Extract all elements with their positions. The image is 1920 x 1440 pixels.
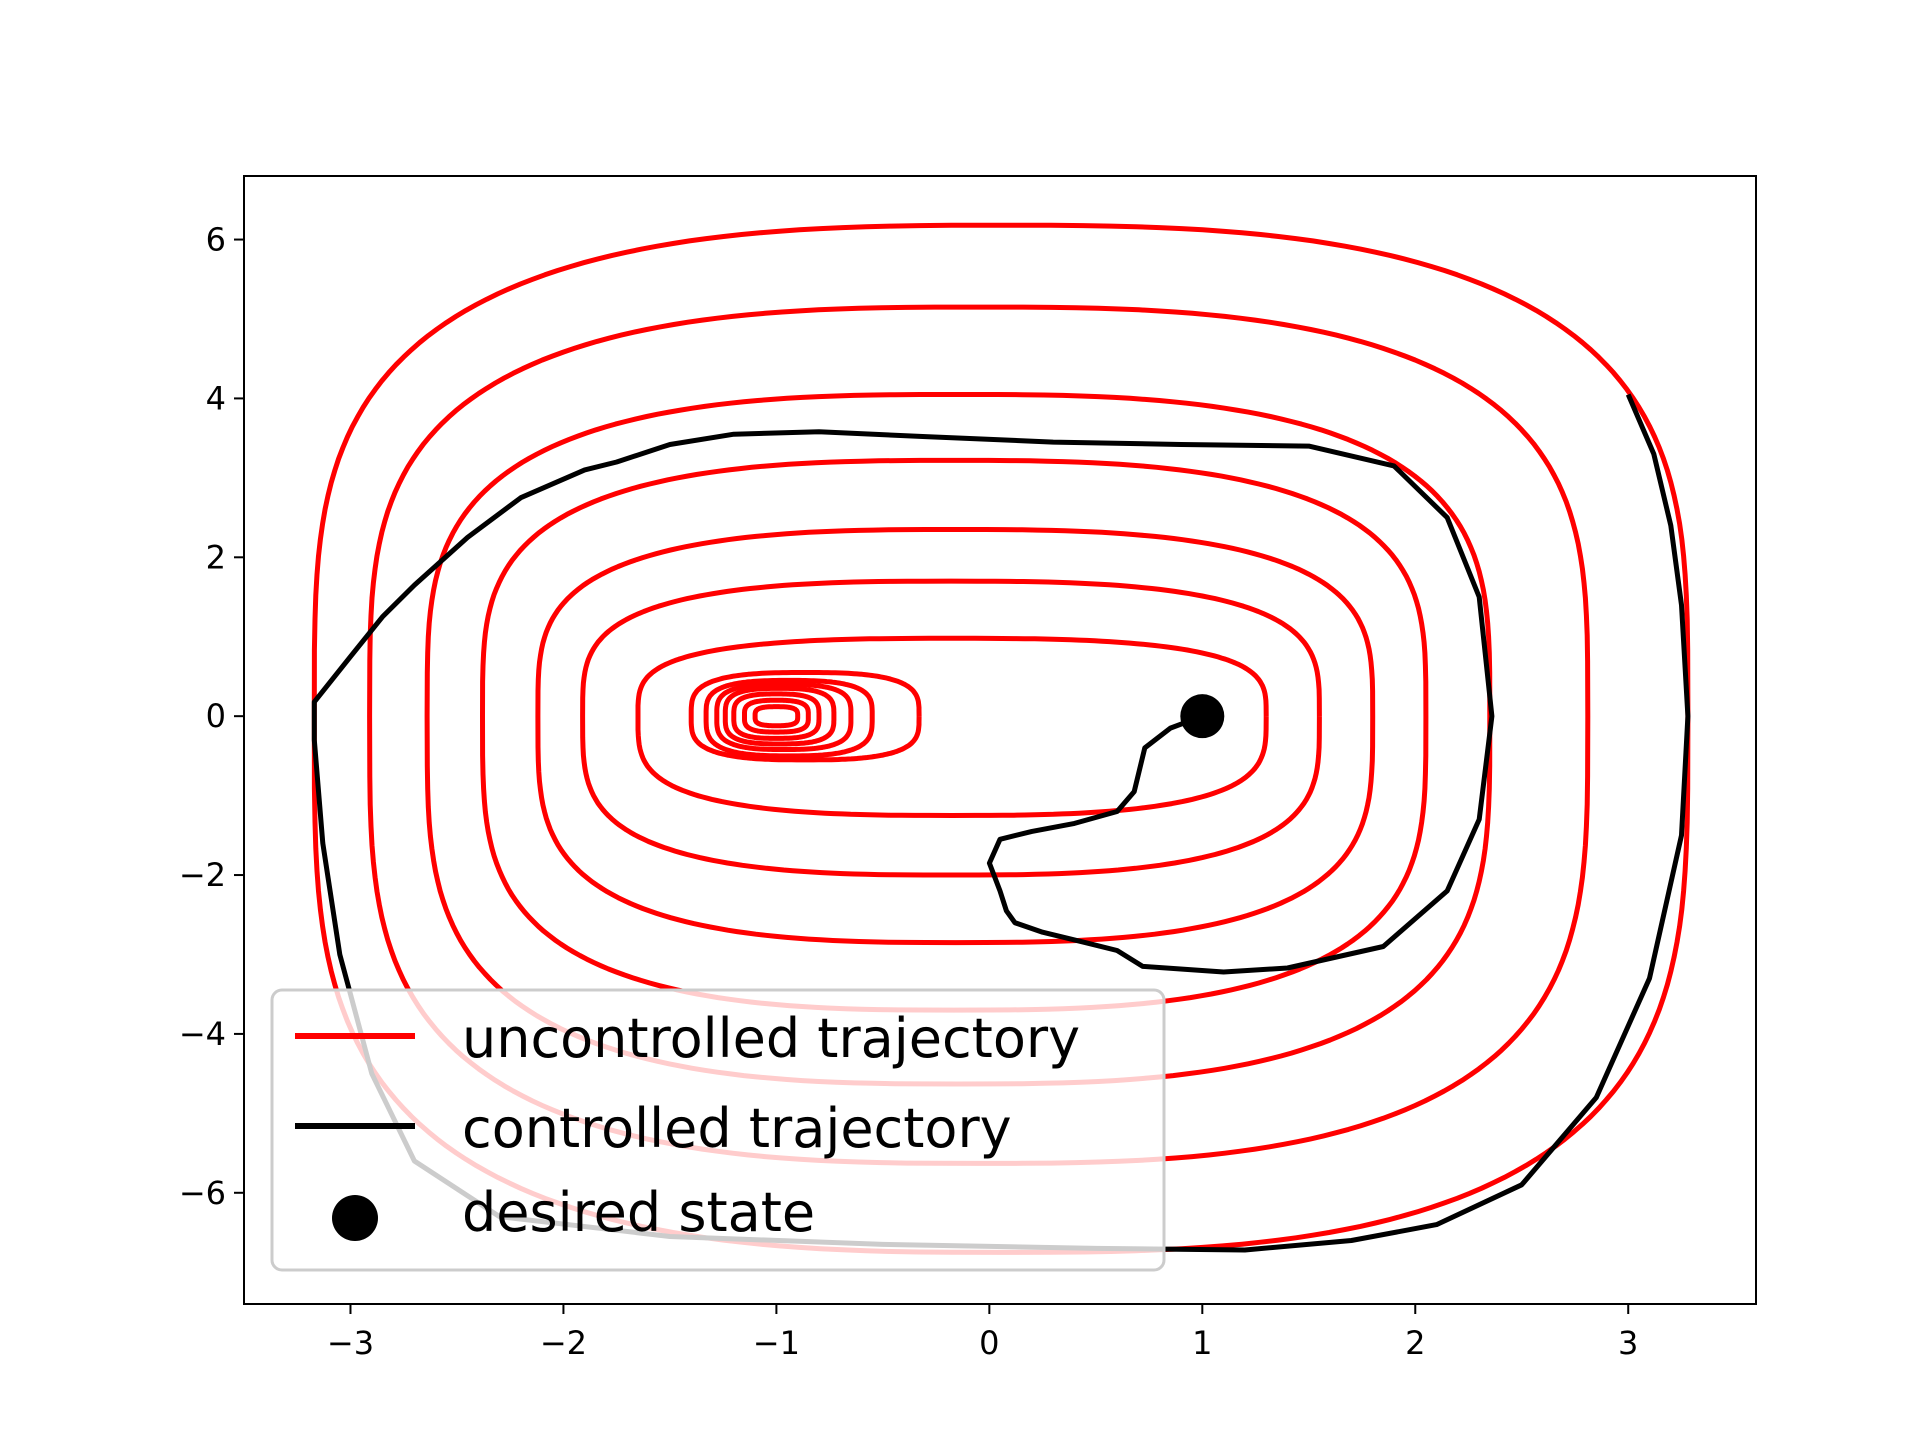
y-tick-label: 0 (206, 697, 226, 735)
uncontrolled-orbit (714, 681, 854, 752)
y-tick-label: 4 (206, 379, 226, 417)
legend-label-desired: desired state (462, 1181, 815, 1244)
legend-label-controlled: controlled trajectory (462, 1097, 1012, 1160)
legend-marker-desired (332, 1195, 378, 1241)
axes-frame (243, 175, 1757, 1305)
uncontrolled-orbit (722, 685, 837, 747)
uncontrolled-orbit (635, 635, 1269, 818)
uncontrolled-orbit (367, 304, 1591, 1166)
legend: uncontrolled trajectory controlled traje… (270, 988, 1166, 1272)
legend-label-uncontrolled: uncontrolled trajectory (462, 1007, 1080, 1070)
x-tick-label: −2 (540, 1324, 587, 1362)
x-axis: −3 −2 −1 0 1 2 3 (327, 1304, 1638, 1362)
uncontrolled-orbit (688, 670, 922, 763)
y-axis: −6 −4 −2 0 2 4 6 (179, 221, 244, 1212)
uncontrolled-orbit (535, 527, 1376, 946)
x-tick-label: 3 (1618, 1324, 1638, 1362)
y-tick-label: −2 (179, 856, 226, 894)
x-tick-label: 2 (1405, 1324, 1425, 1362)
uncontrolled-orbit (703, 677, 875, 759)
x-tick-label: 0 (979, 1324, 999, 1362)
uncontrolled-orbit (752, 704, 801, 729)
controlled-trajectory (311, 393, 1691, 1253)
controlled-trajectory-group (311, 393, 1691, 1253)
y-tick-label: 6 (206, 221, 226, 259)
x-tick-label: 1 (1192, 1324, 1212, 1362)
y-tick-label: −4 (179, 1015, 226, 1053)
y-tick-label: −6 (179, 1174, 226, 1212)
uncontrolled-trajectories (311, 222, 1691, 1255)
legend-box (270, 988, 1166, 1272)
x-tick-label: −1 (753, 1324, 800, 1362)
uncontrolled-orbit (731, 691, 822, 741)
desired-state-point (1180, 694, 1225, 739)
uncontrolled-orbit (742, 697, 811, 735)
y-tick-label: 2 (206, 538, 226, 576)
desired-state-group (1180, 694, 1225, 739)
x-tick-label: −3 (327, 1324, 374, 1362)
uncontrolled-orbit (480, 457, 1429, 1013)
plot-frame (243, 175, 1757, 1305)
uncontrolled-orbit (580, 578, 1322, 878)
uncontrolled-orbit (424, 392, 1493, 1087)
